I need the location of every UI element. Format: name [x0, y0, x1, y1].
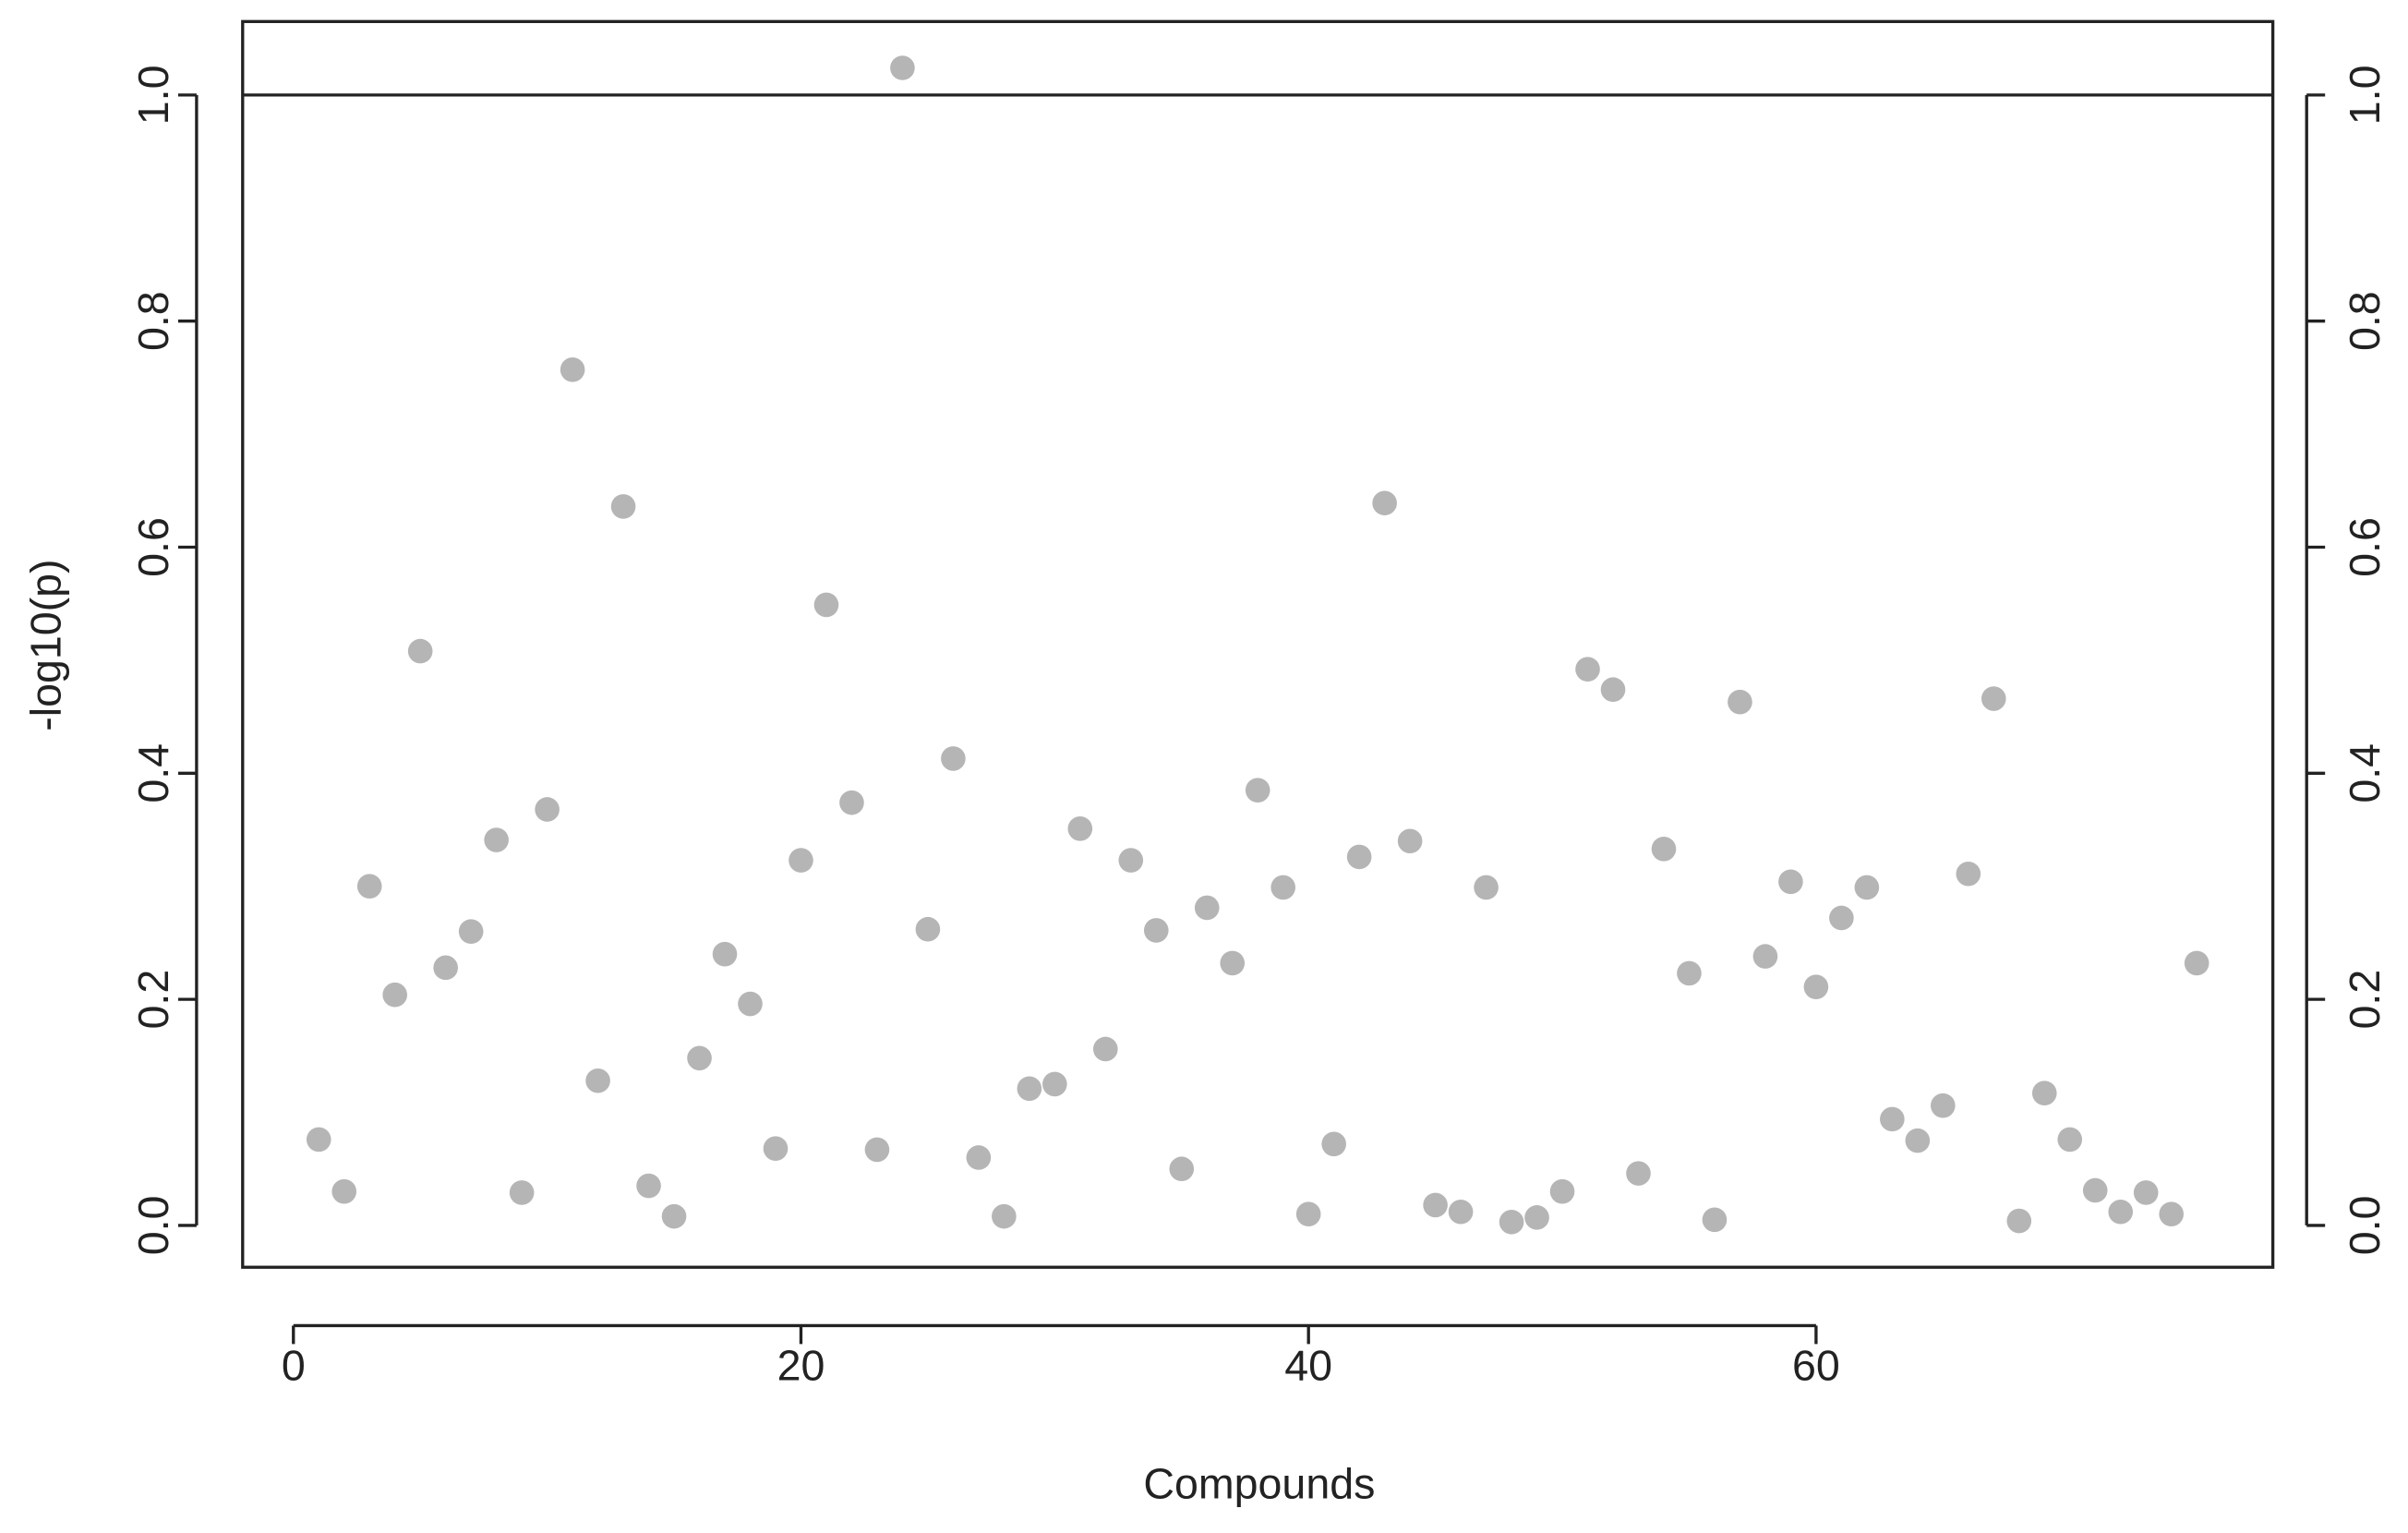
- point: [864, 1137, 890, 1163]
- x-tick-label: 40: [1284, 1341, 1332, 1389]
- point: [433, 955, 458, 981]
- point: [1321, 1131, 1346, 1157]
- point: [915, 916, 941, 942]
- point: [2159, 1201, 2184, 1226]
- point: [407, 638, 433, 664]
- point: [2184, 950, 2209, 976]
- point: [1143, 918, 1169, 943]
- point: [636, 1173, 661, 1199]
- point: [2082, 1177, 2108, 1203]
- point: [813, 592, 839, 618]
- point: [712, 941, 738, 967]
- y-tick-label: 0.8: [129, 291, 177, 351]
- point: [2133, 1180, 2159, 1205]
- point: [1270, 875, 1296, 900]
- point: [1702, 1207, 1728, 1233]
- point: [941, 746, 966, 771]
- point: [306, 1127, 331, 1153]
- point: [1854, 875, 1880, 900]
- point: [992, 1203, 1017, 1229]
- point: [382, 982, 408, 1008]
- point: [1931, 1092, 1956, 1118]
- point: [509, 1180, 535, 1205]
- point: [1651, 837, 1677, 862]
- point: [1956, 861, 1981, 887]
- point: [1499, 1209, 1524, 1235]
- point: [1905, 1128, 1931, 1153]
- y-tick-label: 0.6: [129, 517, 177, 577]
- point: [661, 1203, 687, 1229]
- point: [966, 1145, 992, 1170]
- point: [1067, 815, 1093, 841]
- point: [1829, 905, 1854, 931]
- point: [2031, 1080, 2057, 1106]
- point: [1346, 844, 1372, 870]
- y2-tick-label: 0.4: [2341, 743, 2389, 803]
- point: [2057, 1127, 2083, 1153]
- point: [789, 848, 813, 873]
- point: [1803, 974, 1829, 999]
- point: [560, 357, 585, 382]
- point: [1880, 1106, 1905, 1132]
- x-axis-label: Compounds: [1143, 1459, 1375, 1507]
- point: [1626, 1161, 1651, 1186]
- point: [585, 1068, 610, 1093]
- y2-tick-label: 0.6: [2341, 517, 2389, 577]
- point: [1118, 848, 1144, 873]
- point: [1169, 1156, 1195, 1182]
- x-tick-label: 0: [282, 1341, 306, 1389]
- y-tick-label: 1.0: [129, 66, 177, 126]
- y2-tick-label: 0.0: [2341, 1196, 2389, 1256]
- point: [1600, 677, 1626, 703]
- point: [1778, 869, 1803, 895]
- point: [890, 55, 915, 80]
- x-tick-label: 60: [1792, 1341, 1840, 1389]
- point: [458, 919, 484, 944]
- point: [2006, 1208, 2032, 1234]
- y2-tick-label: 1.0: [2341, 66, 2389, 126]
- point: [1194, 895, 1220, 921]
- point: [1981, 686, 2006, 711]
- y-axis-label: -log10(p): [22, 559, 70, 730]
- point: [738, 991, 763, 1017]
- point: [1524, 1205, 1549, 1230]
- point: [1423, 1192, 1448, 1218]
- y-tick-label: 0.0: [129, 1196, 177, 1256]
- point: [763, 1136, 789, 1162]
- point: [1677, 960, 1702, 986]
- point: [1448, 1199, 1474, 1225]
- point: [1474, 875, 1499, 900]
- y-tick-label: 0.4: [129, 743, 177, 803]
- x-tick-label: 20: [777, 1341, 825, 1389]
- point: [1042, 1071, 1067, 1097]
- point: [1372, 490, 1397, 516]
- point: [1220, 950, 1246, 976]
- point: [1752, 944, 1778, 969]
- y-tick-label: 0.2: [129, 970, 177, 1030]
- point: [687, 1045, 712, 1071]
- point: [356, 874, 382, 899]
- point: [1397, 828, 1423, 854]
- point: [1728, 689, 1752, 715]
- point: [484, 827, 509, 852]
- point: [1245, 778, 1270, 803]
- point: [1549, 1178, 1575, 1204]
- point: [1017, 1076, 1042, 1102]
- point: [1295, 1201, 1321, 1226]
- point: [1092, 1036, 1118, 1062]
- y2-tick-label: 0.2: [2341, 970, 2389, 1030]
- point: [1575, 657, 1600, 682]
- point: [331, 1178, 357, 1204]
- point: [610, 494, 636, 519]
- y2-tick-label: 0.8: [2341, 291, 2389, 351]
- plot-frame: [241, 19, 2275, 1269]
- point: [2108, 1199, 2134, 1225]
- point: [839, 790, 864, 815]
- point: [535, 797, 560, 822]
